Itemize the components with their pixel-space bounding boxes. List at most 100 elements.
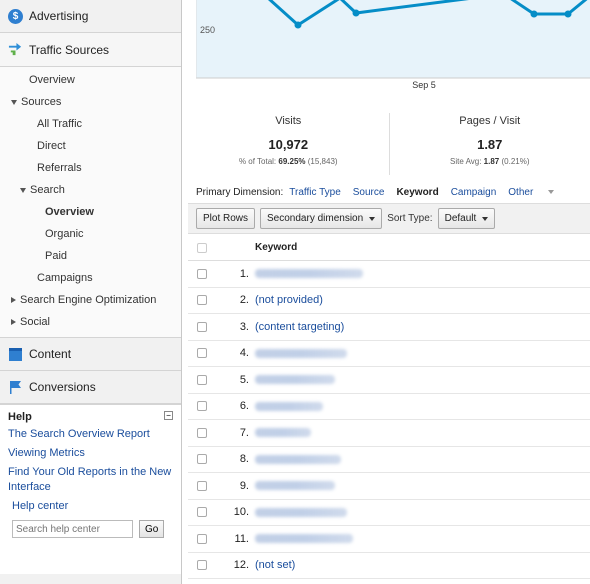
chart-point[interactable] <box>564 10 572 18</box>
nav-conversions[interactable]: Conversions <box>0 371 181 404</box>
redacted-keyword-link[interactable] <box>255 534 353 544</box>
table-row: 4. <box>188 341 590 367</box>
chart-point[interactable] <box>352 9 360 17</box>
metric-label: Visits <box>275 115 302 127</box>
redacted-keyword-link[interactable] <box>255 428 311 438</box>
sidebar-item-sources[interactable]: Sources <box>0 91 181 113</box>
collapsed-triangle-icon <box>11 297 16 304</box>
keyword-link[interactable]: (content targeting) <box>255 320 345 333</box>
help-search-input[interactable] <box>12 520 133 538</box>
nav-traffic-sources[interactable]: Traffic Sources <box>0 33 181 67</box>
row-checkbox[interactable] <box>197 321 207 332</box>
table-row: 9. <box>188 473 590 500</box>
keyword-column-header[interactable]: Keyword <box>255 242 298 253</box>
dimension-keyword[interactable]: Keyword <box>396 187 439 198</box>
row-checkbox[interactable] <box>197 268 207 279</box>
sort-type-dropdown[interactable]: Default <box>437 208 496 229</box>
row-index: 10. <box>233 506 249 519</box>
row-checkbox[interactable] <box>197 480 207 491</box>
sidebar-item-overview[interactable]: Overview <box>0 69 181 91</box>
row-checkbox[interactable] <box>197 374 207 385</box>
row-checkbox[interactable] <box>197 454 207 465</box>
row-index: 2. <box>239 294 249 307</box>
plot-rows-button[interactable]: Plot Rows <box>196 208 256 229</box>
redacted-keyword-link[interactable] <box>255 481 335 491</box>
dimension-traffic-type[interactable]: Traffic Type <box>289 187 341 198</box>
sidebar-item-paid[interactable]: Paid <box>0 245 181 267</box>
dollar-icon: $ <box>8 8 23 24</box>
metric-value: 1.87 <box>477 137 503 152</box>
redacted-keyword-link[interactable] <box>255 269 363 279</box>
table-row: 3. (content targeting) <box>188 314 590 341</box>
help-go-button[interactable]: Go <box>139 520 165 538</box>
nav-advertising-label: Advertising <box>29 9 89 23</box>
row-checkbox[interactable] <box>197 401 207 412</box>
primary-dimension-bar: Primary Dimension: Traffic Type Source K… <box>196 187 578 198</box>
sidebar-item-all-traffic[interactable]: All Traffic <box>0 113 181 135</box>
flag-icon <box>10 380 21 394</box>
help-center-link[interactable]: Help center <box>12 500 69 512</box>
dimension-campaign[interactable]: Campaign <box>450 187 497 198</box>
row-index: 5. <box>239 373 249 386</box>
sidebar-item-label: Social <box>20 316 50 328</box>
dimension-source[interactable]: Source <box>352 187 385 198</box>
nav-advertising[interactable]: $ Advertising <box>0 0 181 33</box>
row-checkbox[interactable] <box>197 533 207 544</box>
help-link-old-reports[interactable]: Find Your Old Reports in the New Interfa… <box>8 466 172 493</box>
help-link-search-overview[interactable]: The Search Overview Report <box>8 428 150 440</box>
sidebar-item-label: Overview <box>29 74 75 86</box>
metric-visits[interactable]: Visits 10,972 % of Total: 69.25% (15,843… <box>188 113 389 175</box>
table-toolbar: Plot Rows Secondary dimension Sort Type:… <box>188 203 590 234</box>
x-tick-label: Sep 5 <box>412 80 436 90</box>
redacted-keyword-link[interactable] <box>255 401 323 411</box>
row-index: 3. <box>239 320 249 333</box>
chart-point[interactable] <box>294 21 302 29</box>
sidebar-item-campaigns[interactable]: Campaigns <box>0 267 181 289</box>
help-link-viewing-metrics[interactable]: Viewing Metrics <box>8 447 85 459</box>
row-index: 1. <box>239 267 249 280</box>
row-index: 6. <box>239 400 249 413</box>
nav-conversions-label: Conversions <box>29 380 96 394</box>
sidebar-item-search[interactable]: Search <box>0 179 181 201</box>
row-checkbox[interactable] <box>197 560 207 571</box>
nav-content[interactable]: Content <box>0 338 181 371</box>
table-row: 7. <box>188 420 590 447</box>
row-index: 12. <box>233 559 249 572</box>
chart-point[interactable] <box>530 10 538 18</box>
redacted-keyword-link[interactable] <box>255 348 347 358</box>
keyword-link[interactable]: (not set) <box>255 559 296 572</box>
expanded-triangle-icon <box>20 187 26 193</box>
row-checkbox[interactable] <box>197 507 207 518</box>
help-title: Help <box>8 411 32 423</box>
collapsed-triangle-icon <box>11 319 16 326</box>
table-row: 10. <box>188 500 590 526</box>
minimize-icon[interactable]: − <box>164 411 173 420</box>
sidebar-item-organic[interactable]: Organic <box>0 223 181 245</box>
table-row: 12. (not set) <box>188 553 590 579</box>
help-panel: Help − The Search Overview Report Viewin… <box>0 404 181 574</box>
redacted-keyword-link[interactable] <box>255 454 341 464</box>
keyword-link[interactable]: (not provided) <box>255 294 323 307</box>
chevron-down-icon <box>482 216 489 221</box>
sidebar-item-overview[interactable]: Overview <box>0 201 181 223</box>
sidebar-item-search-engine-optimization[interactable]: Search Engine Optimization <box>0 289 181 311</box>
row-checkbox[interactable] <box>197 348 207 359</box>
select-all-checkbox[interactable] <box>197 242 207 253</box>
secondary-dimension-dropdown[interactable]: Secondary dimension <box>260 208 383 229</box>
redacted-keyword-link[interactable] <box>255 375 335 385</box>
row-checkbox[interactable] <box>197 427 207 438</box>
row-index: 11. <box>234 532 249 545</box>
sidebar-item-social[interactable]: Social <box>0 311 181 333</box>
sidebar: $ Advertising Traffic Sources Overview So… <box>0 0 182 584</box>
redacted-keyword-link[interactable] <box>255 507 347 517</box>
primary-dimension-label: Primary Dimension: <box>196 187 284 198</box>
metric-pages-per-visit[interactable]: Pages / Visit 1.87 Site Avg: 1.87 (0.21%… <box>388 113 590 175</box>
dimension-other[interactable]: Other <box>508 187 566 198</box>
sidebar-item-direct[interactable]: Direct <box>0 135 181 157</box>
sidebar-item-referrals[interactable]: Referrals <box>0 157 181 179</box>
chevron-down-icon <box>548 190 555 195</box>
sidebar-item-label: Referrals <box>37 162 82 174</box>
row-checkbox[interactable] <box>197 295 207 306</box>
chevron-down-icon <box>369 216 376 221</box>
row-index: 4. <box>239 347 249 360</box>
